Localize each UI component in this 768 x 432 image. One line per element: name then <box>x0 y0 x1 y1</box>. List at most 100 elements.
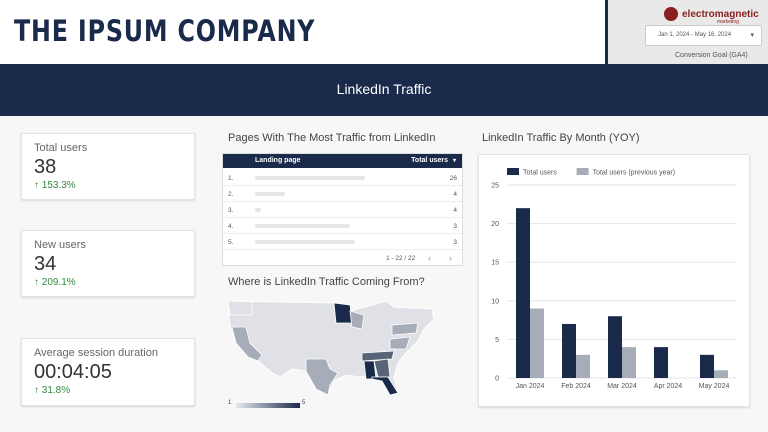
brand-logo: electromagnetic <box>664 7 759 21</box>
row-value: 3 <box>453 223 457 230</box>
pagination-text: 1 - 22 / 22 <box>386 255 416 262</box>
state-minnesota <box>333 302 353 324</box>
header-divider <box>605 0 608 64</box>
row-value: 3 <box>453 239 457 246</box>
row-number: 1. <box>228 175 234 182</box>
conversion-goal-label: Conversion Goal (GA4) <box>675 52 748 59</box>
map-legend-min: 1 <box>228 400 232 406</box>
redacted-page <box>255 208 261 212</box>
chevron-left-icon[interactable]: ‹ <box>428 253 431 263</box>
row-number: 3. <box>228 207 234 214</box>
state-washington <box>227 300 253 316</box>
up-arrow-icon: ↑ <box>34 385 39 396</box>
bar <box>562 323 576 378</box>
kpi-value: 38 <box>34 156 57 178</box>
y-tick-label: 0 <box>495 376 499 383</box>
map-legend-max: 5 <box>302 400 306 406</box>
bar <box>700 354 714 378</box>
brand-logo-icon <box>664 7 678 21</box>
dropdown-arrow-icon: ▾ <box>750 32 754 39</box>
redacted-page <box>255 240 355 244</box>
legend-swatch <box>507 168 519 175</box>
state-tennessee <box>361 350 395 362</box>
table-row[interactable]: 1. 26 <box>223 170 462 186</box>
up-arrow-icon: ↑ <box>34 180 39 191</box>
kpi-delta: ↑ 153.3% <box>34 180 76 191</box>
kpi-value: 00:04:05 <box>34 361 112 383</box>
row-value: 26 <box>449 175 457 182</box>
title-banner <box>0 64 768 116</box>
us-map[interactable] <box>222 297 442 397</box>
bar <box>654 347 668 378</box>
up-arrow-icon: ↑ <box>34 277 39 288</box>
column-header-landing-page[interactable]: Landing page <box>255 157 301 164</box>
row-number: 2. <box>228 191 234 198</box>
kpi-label: Total users <box>34 142 88 154</box>
bar <box>622 347 636 378</box>
bar-chart: 0 5 10 15 20 25 Total users Total users (previo… <box>491 168 737 390</box>
row-number: 4. <box>228 223 234 230</box>
chevron-right-icon[interactable]: › <box>449 253 452 263</box>
bar <box>608 316 622 378</box>
kpi-delta: ↑ 209.1% <box>34 277 76 288</box>
pages-table-title: Pages With The Most Traffic from LinkedI… <box>228 132 436 144</box>
column-header-total-users[interactable]: Total users <box>411 157 448 164</box>
bar <box>714 370 728 378</box>
y-tick-label: 5 <box>495 337 499 344</box>
bar <box>530 308 544 378</box>
x-tick-label: May 2024 <box>699 383 730 390</box>
kpi-label: New users <box>34 239 86 251</box>
kpi-card-avg-session-duration: Average session duration 00:04:05 ↑ 31.8… <box>21 338 195 406</box>
chart-title: LinkedIn Traffic By Month (YOY) <box>482 132 640 144</box>
table-pagination: 1 - 22 / 22 ‹ › <box>223 250 462 266</box>
chart-card: 0 5 10 15 20 25 Total users Total users (previo… <box>478 154 750 407</box>
sort-desc-icon[interactable]: ▾ <box>452 158 456 164</box>
legend-label: Total users (previous year) <box>593 170 675 177</box>
bar <box>576 354 590 378</box>
table-row[interactable]: 2. 4 <box>223 186 462 202</box>
y-tick-label: 25 <box>491 183 499 190</box>
kpi-delta-value: 31.8% <box>41 385 71 396</box>
row-value: 4 <box>453 207 457 214</box>
table-row[interactable]: 5. 3 <box>223 234 462 250</box>
kpi-delta: ↑ 31.8% <box>34 385 70 396</box>
brand-sub: marketing <box>717 19 739 25</box>
kpi-card-new-users: New users 34 ↑ 209.1% <box>21 230 195 297</box>
banner-title: LinkedIn Traffic <box>336 81 432 97</box>
state-california <box>231 326 263 362</box>
y-tick-label: 20 <box>491 221 499 228</box>
state-wisconsin <box>349 310 365 330</box>
table-row[interactable]: 3. 4 <box>223 202 462 218</box>
kpi-delta-value: 209.1% <box>41 277 76 288</box>
row-number: 5. <box>228 239 234 246</box>
x-tick-label: Jan 2024 <box>516 383 545 390</box>
date-range-text: Jan 1, 2024 - May 16, 2024 <box>658 32 732 38</box>
redacted-page <box>255 192 285 196</box>
bar <box>516 208 530 378</box>
map-title: Where is LinkedIn Traffic Coming From? <box>228 276 425 288</box>
brand-name: electromagnetic <box>682 8 759 20</box>
legend-label: Total users <box>523 170 557 177</box>
state-pennsylvania <box>391 322 419 336</box>
map-legend-gradient <box>236 403 300 408</box>
state-texas <box>305 358 339 396</box>
x-tick-label: Feb 2024 <box>561 383 591 390</box>
state-virginia <box>389 336 411 350</box>
state-alabama <box>363 360 377 380</box>
legend-swatch <box>576 168 589 175</box>
table-header: Landing page Total users ▾ <box>223 154 462 168</box>
redacted-page <box>255 176 365 180</box>
table-row[interactable]: 4. 3 <box>223 218 462 234</box>
y-tick-label: 10 <box>491 298 499 305</box>
y-tick-label: 15 <box>491 260 499 267</box>
pages-table: Landing page Total users ▾ 1. 26 2. 4 3.… <box>222 153 463 266</box>
row-value: 4 <box>453 191 457 198</box>
date-range-picker[interactable]: Jan 1, 2024 - May 16, 2024 ▾ <box>645 25 762 46</box>
kpi-label: Average session duration <box>34 347 158 359</box>
kpi-card-total-users: Total users 38 ↑ 153.3% <box>21 133 195 200</box>
company-name: THE IPSUM COMPANY <box>14 14 316 48</box>
redacted-page <box>255 224 350 228</box>
state-florida <box>371 376 399 396</box>
x-tick-label: Apr 2024 <box>654 383 683 390</box>
x-tick-label: Mar 2024 <box>607 383 637 390</box>
